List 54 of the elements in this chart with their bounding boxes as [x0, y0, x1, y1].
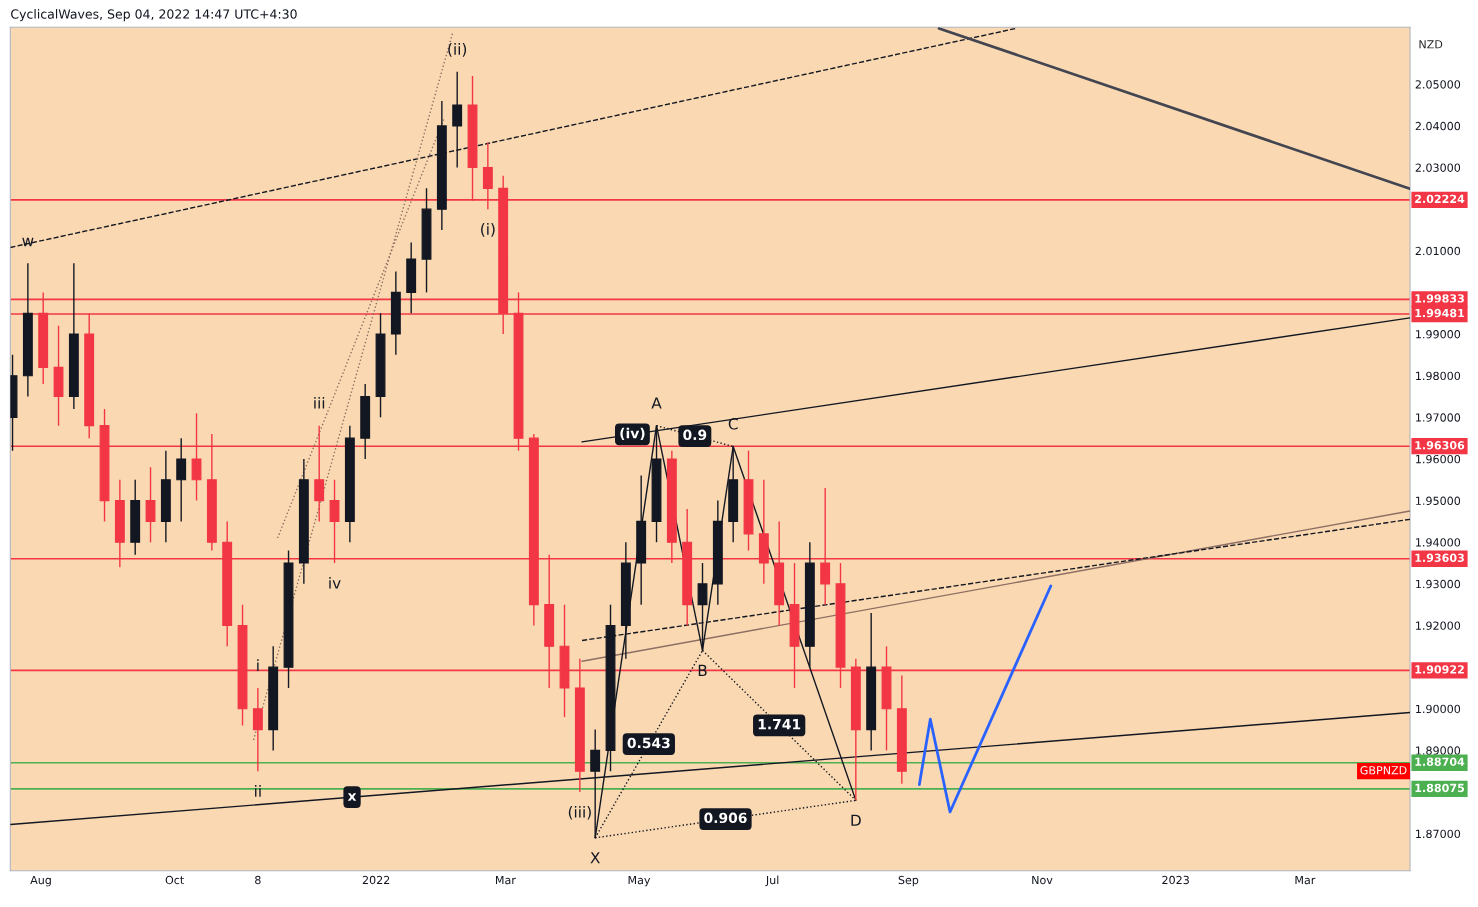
annotation: D: [851, 814, 861, 826]
y-tick-label: 2.01000: [1415, 246, 1461, 256]
x-tick-label: 8: [255, 875, 261, 885]
y-tick-label: 1.89000: [1416, 746, 1461, 755]
ref-line-label: 1.88075: [1415, 783, 1465, 793]
ref-line-label: 1.88704: [1415, 757, 1465, 766]
annotation: (iii): [568, 805, 591, 820]
ref-line-label: 1.96306: [1415, 441, 1465, 450]
y-tick-label: 2.03000: [1415, 163, 1461, 172]
ref-line-label: 1.90922: [1415, 665, 1464, 674]
y-tick-label: 2.05000: [1415, 80, 1461, 89]
chart-title: CyclicalWaves, Sep 04, 2022 14:47 UTC+4:30: [11, 9, 297, 22]
y-tick-label: 1.96000: [1416, 454, 1461, 464]
x-tick-label: Jul: [765, 875, 779, 887]
y-tick-label: 1.97000: [1416, 413, 1461, 422]
annotation: (ii): [448, 43, 467, 57]
y-tick-label: 2.04000: [1415, 121, 1461, 131]
annotation: C: [728, 418, 738, 430]
y-tick-label: 1.90000: [1416, 704, 1461, 714]
y-tick-label: 1.92000: [1416, 621, 1461, 630]
annotation: (iv): [620, 427, 645, 441]
annotation: 1.741: [758, 719, 801, 730]
x-tick-label: 2023: [1162, 875, 1189, 885]
y-tick-label: 1.99000: [1416, 330, 1461, 339]
annotation: iii: [314, 396, 325, 409]
x-tick-label: May: [628, 875, 651, 887]
ref-line-label: 1.99481: [1415, 308, 1465, 318]
x-tick-label: Sep: [898, 875, 919, 887]
annotation: iv: [329, 576, 341, 589]
x-tick-label: Mar: [1295, 875, 1316, 885]
x-tick-label: Nov: [1032, 875, 1053, 885]
annotation: GBPNZD: [1360, 766, 1407, 775]
annotation: x: [347, 793, 357, 801]
annotation: 0.906: [704, 812, 747, 824]
y-tick-label: 1.95000: [1416, 496, 1461, 505]
ref-line-label: 1.99833: [1415, 294, 1464, 303]
annotation: i: [257, 659, 259, 671]
y-tick-label: 1.87000: [1416, 829, 1461, 839]
annotation: (i): [481, 223, 495, 237]
annotation: 0.543: [627, 737, 670, 749]
y-tick-label: 1.94000: [1416, 538, 1461, 547]
annotation: X: [590, 852, 600, 864]
y-axis-title: NZD: [1419, 40, 1443, 49]
annotation: w: [22, 237, 34, 247]
x-tick-label: 2022: [362, 875, 390, 885]
x-tick-label: Mar: [495, 875, 516, 885]
ref-line-label: 1.93603: [1415, 553, 1464, 562]
annotation: A: [651, 397, 662, 409]
annotation: 0.9: [683, 429, 707, 441]
y-tick-label: 1.93000: [1416, 579, 1461, 589]
x-tick-label: Aug: [30, 875, 51, 887]
y-tick-label: 1.98000: [1416, 371, 1461, 381]
x-tick-label: Oct: [165, 875, 184, 885]
ref-line-label: 2.02224: [1415, 194, 1465, 204]
